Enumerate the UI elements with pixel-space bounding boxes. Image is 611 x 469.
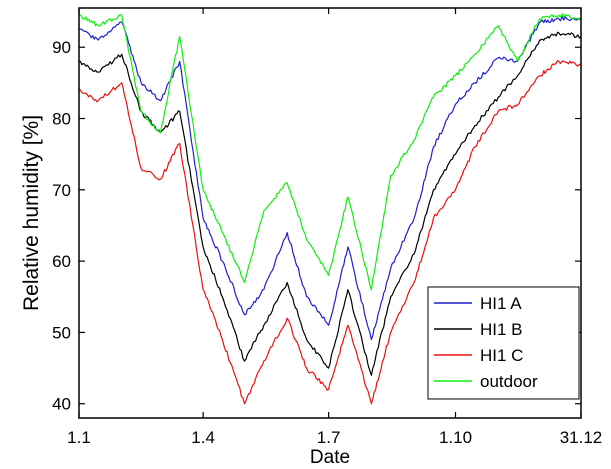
x-tick-label: 1.4 xyxy=(191,428,215,447)
legend: HI1 A HI1 B HI1 C outdoor xyxy=(427,286,580,400)
legend-label: HI1 B xyxy=(480,320,523,339)
legend-label: outdoor xyxy=(480,372,538,391)
axis-ticks xyxy=(78,8,582,418)
series-line-outdoor xyxy=(79,13,582,291)
legend-label: HI1 C xyxy=(480,346,523,365)
axis-tick-labels: 40 50 60 70 80 90 1.1 1.4 1.7 1.10 31.12 xyxy=(52,38,602,447)
series-line-hi1-a xyxy=(78,16,582,341)
x-tick-label: 1.7 xyxy=(317,428,341,447)
y-tick-label: 40 xyxy=(52,395,71,414)
y-tick-label: 70 xyxy=(52,181,71,200)
y-tick-label: 50 xyxy=(52,323,71,342)
x-tick-label: 1.10 xyxy=(439,428,472,447)
y-tick-label: 60 xyxy=(52,252,71,271)
plot-frame xyxy=(78,7,582,419)
y-tick-label: 80 xyxy=(52,110,71,129)
plot-lines xyxy=(78,13,582,405)
x-tick-label: 31.12 xyxy=(560,428,603,447)
x-tick-label: 1.1 xyxy=(67,428,91,447)
series-line-hi1-c xyxy=(78,60,582,405)
legend-label: HI1 A xyxy=(480,294,522,313)
x-axis-title: Date xyxy=(310,447,350,464)
y-axis-title: Relative humidity [%] xyxy=(20,115,43,311)
y-tick-label: 90 xyxy=(52,38,71,57)
